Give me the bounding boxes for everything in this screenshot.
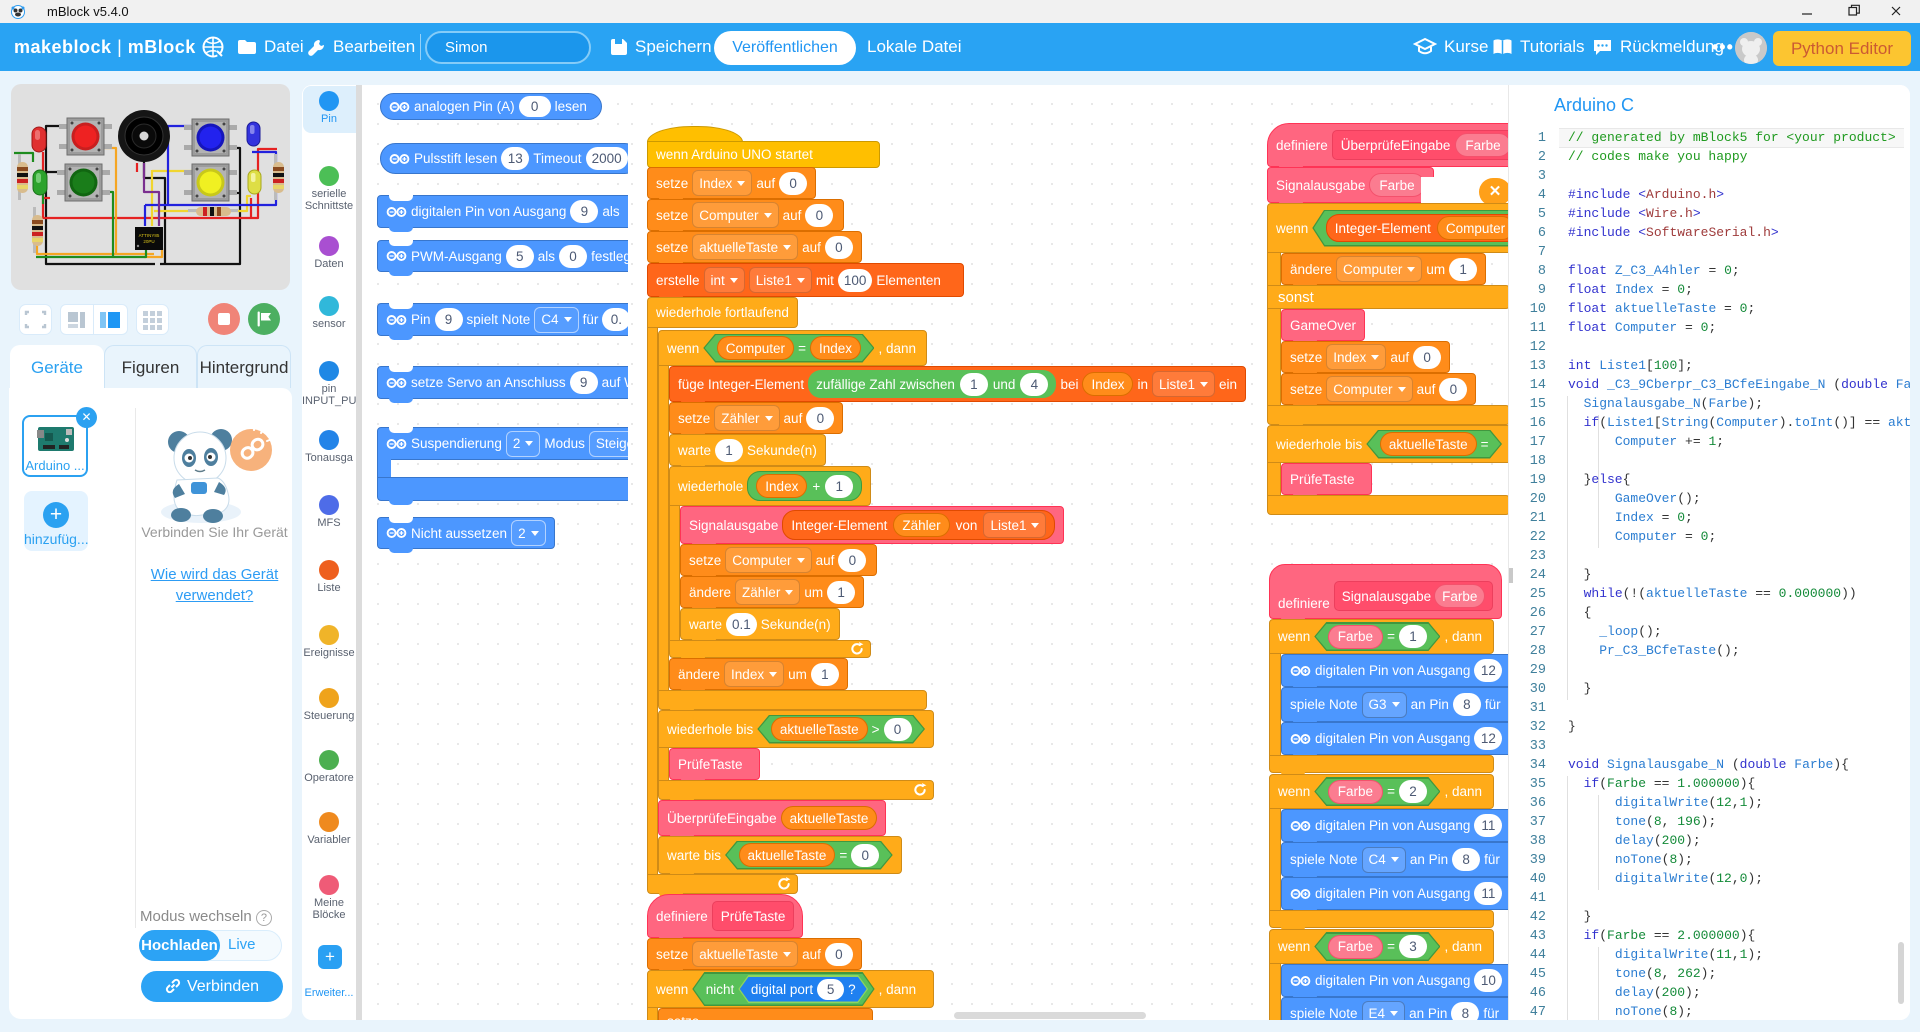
svg-text:ATTINY85: ATTINY85 (139, 233, 160, 238)
svg-text:20PU: 20PU (143, 239, 154, 244)
